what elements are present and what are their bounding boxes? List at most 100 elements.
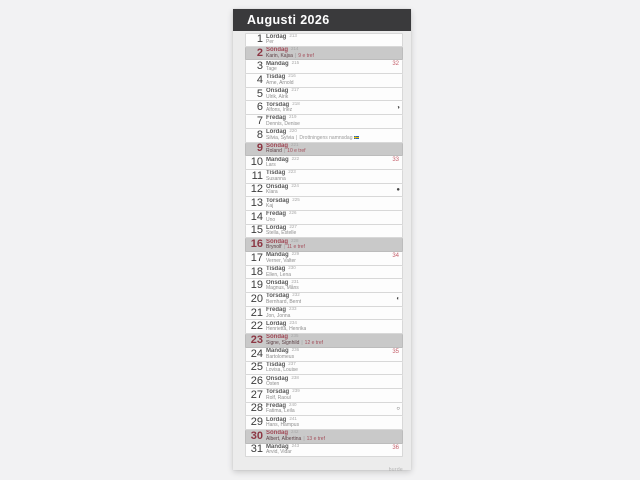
week-number: 33 [392,157,399,164]
day-info: Tisdag 230 Ellen, Lena [266,266,296,278]
day-info: Onsdag 231 Magnus, Måns [266,280,299,292]
day-of-year: 237 [288,361,296,366]
week-number: 36 [392,444,399,451]
name-days: Silvia, Sylvia [266,134,295,141]
name-days: Uno [266,216,276,223]
day-info: Lördag 234 Henrietta, Henrika [266,321,306,333]
week-number: 32 [392,61,399,68]
note-separator: | [294,52,297,59]
new-moon-icon: ● [396,186,400,193]
day-note: Drottningens namnsdag [299,134,353,141]
day-info: Måndag 222 Lars [266,157,299,169]
name-days: Östen [266,381,280,388]
date-number: 10 [250,156,263,169]
name-days: Lars [266,162,276,169]
weekday-label: Måndag [266,348,289,355]
name-days: Per [266,39,274,46]
month-title: Augusti 2026 [247,13,330,27]
weekday-label: Tisdag [266,361,286,368]
weekday-label: Torsdag [266,197,290,204]
name-days: Bartolomeus [266,353,295,360]
weekday-label: Söndag [266,238,288,245]
day-of-year: 225 [292,197,300,202]
weekday-label: Lördag [266,33,287,40]
date-number: 26 [250,375,263,388]
brand-logo: burde [388,467,403,474]
day-info: Tisdag 237 Lovisa, Louise [266,362,298,374]
date-number: 20 [250,292,263,305]
day-row: 26 Onsdag 238 Östen [245,375,403,389]
day-info: Onsdag 217 Ulrik, Alrik [266,88,299,100]
weekday-label: Måndag [266,252,289,259]
day-of-year: 233 [289,307,297,312]
day-row: 6 Torsdag 218 Alfons, Inez ◑ [245,101,403,116]
weekday-label: Måndag [266,443,289,450]
day-of-year: 242 [291,430,299,435]
swedish-flag-icon [354,135,360,139]
day-row: 8 Lördag 220 Silvia, Sylvia | Drottningens na… [245,128,403,143]
day-info: Torsdag 239 Rolf, Raoul [266,389,300,401]
date-number: 27 [250,388,263,401]
date-number: 21 [250,306,263,319]
name-days: Alfons, Inez [266,107,293,114]
day-info: Söndag 242 Albert, Albertina | 13 e tref [266,430,325,442]
date-number: 4 [256,73,263,86]
name-days: Ellen, Lena [266,271,292,278]
weekday-label: Onsdag [266,375,289,382]
name-days: Magnus, Måns [266,285,299,292]
day-of-year: 231 [291,279,299,284]
day-of-year: 221 [291,142,299,147]
calendar-header: Augusti 2026 [233,9,411,31]
day-info: Fredag 226 Uno [266,211,297,223]
day-row: 7 Fredag 219 Dennis, Denise [245,115,403,129]
weekday-label: Onsdag [266,88,289,95]
day-of-year: 223 [288,170,296,175]
name-days: Henrietta, Henrika [266,326,307,333]
day-row: 18 Tisdag 230 Ellen, Lena [245,265,403,280]
day-info: Tisdag 223 Susanna [266,170,296,182]
day-row: 14 Fredag 226 Uno [245,210,403,225]
day-note: 13 e tref [306,435,325,442]
name-days: Stella, Estelle [266,230,297,237]
day-note: 11 e tref [286,244,305,251]
first-quarter-moon-icon: ◐ [396,296,400,303]
name-days: Dennis, Denise [266,120,300,127]
day-of-year: 230 [288,266,296,271]
date-number: 7 [256,114,263,127]
day-note: 12 e tref [304,339,324,346]
day-info: Lördag 213 Per [266,34,297,46]
name-days: Fatima, Leila [266,408,295,415]
date-number: 25 [250,361,263,374]
day-info: Måndag 215 Tage [266,61,299,73]
day-of-year: 217 [291,88,299,93]
day-row: 22 Lördag 234 Henrietta, Henrika [245,320,403,335]
weekday-label: Torsdag [266,101,290,108]
weekday-label: Onsdag [266,279,289,286]
day-of-year: 239 [292,389,300,394]
day-row: 28 Fredag 240 Fatima, Leila ○ [245,402,403,417]
day-of-year: 220 [289,129,297,134]
day-row: 15 Lördag 227 Stella, Estelle [245,224,403,239]
full-moon-icon: ○ [396,405,400,412]
day-row: 3 Måndag 215 Tage 32 [245,60,403,75]
day-row: 10 Måndag 222 Lars 33 [245,156,403,170]
note-separator: | [296,134,298,141]
weekday-label: Lördag [266,416,287,423]
day-row: 11 Tisdag 223 Susanna [245,169,403,184]
name-days: Roland [266,148,282,155]
day-row: 1 Lördag 213 Per [245,33,403,47]
day-of-year: 222 [291,156,300,161]
name-days: Tage [266,66,277,73]
note-separator: | [283,244,285,251]
name-days: Signe, Signhild [266,339,300,346]
day-row: 9 Söndag 221 Roland | 10 e tref [245,142,403,157]
date-number: 5 [256,87,263,100]
day-of-year: 240 [289,402,297,407]
day-of-year: 229 [291,252,300,257]
weekday-label: Torsdag [266,293,290,300]
day-of-year: 224 [291,183,299,188]
day-info: Måndag 229 Verner, Valter [266,252,299,264]
day-info: Söndag 214 Karin, Kajsa | 9 e tref [266,47,314,59]
name-days: Arne, Arnold [266,79,294,86]
day-info: Måndag 236 Bartolomeus [266,348,299,360]
